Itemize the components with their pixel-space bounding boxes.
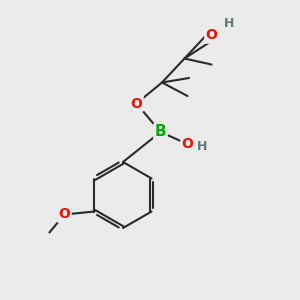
Text: B: B	[155, 124, 166, 140]
Text: O: O	[130, 97, 142, 110]
Text: O: O	[206, 28, 218, 42]
Text: O: O	[182, 137, 194, 151]
Text: O: O	[58, 208, 70, 221]
Text: H: H	[197, 140, 208, 153]
Text: H: H	[224, 17, 234, 30]
